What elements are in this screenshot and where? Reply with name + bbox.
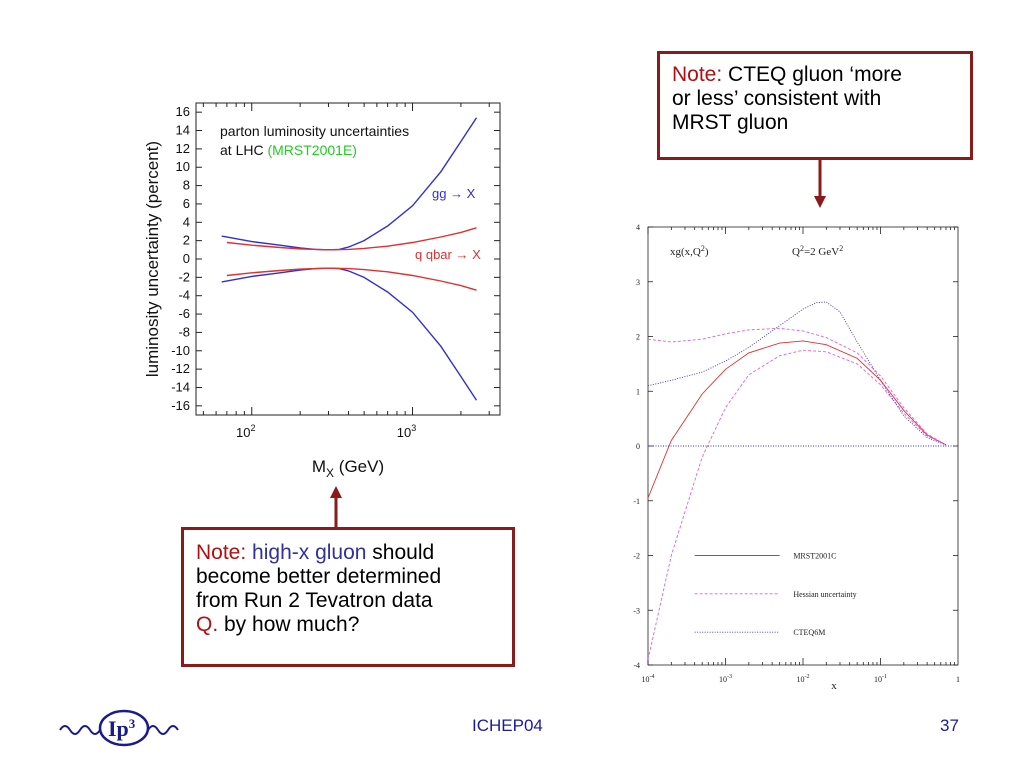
gluon-x-axis-label: x: [831, 680, 837, 692]
arrow-up: [330, 486, 342, 530]
gluon-title-right: Q2=2 GeV2: [792, 244, 843, 258]
luminosity-y-tick-label: -4: [178, 288, 190, 303]
logo-ellipse: [98, 709, 150, 747]
footer-conference: ICHEP04: [472, 716, 543, 735]
luminosity-series: [221, 117, 478, 401]
luminosity-series-1-upper: [226, 227, 477, 251]
luminosity-series-0-lower: [221, 267, 478, 401]
luminosity-y-tick-label: 16: [176, 104, 190, 119]
luminosity-y-tick-label: -14: [171, 379, 190, 394]
gluon-x-tick-label: 10-3: [719, 674, 732, 684]
luminosity-y-tick-label: 6: [183, 196, 190, 211]
luminosity-y-tick-label: 8: [183, 178, 190, 193]
gluon-y-tick-label: -3: [633, 606, 640, 615]
arrow-down: [814, 160, 826, 208]
ip3-logo: Ip3: [59, 709, 179, 747]
gluon-x-tick-label: 10-2: [797, 674, 810, 684]
gluon-y-tick-label: -4: [633, 661, 640, 670]
luminosity-y-tick-label: 14: [176, 123, 190, 138]
luminosity-x-tick-label: 102: [236, 423, 255, 440]
gluon-y-tick-label: 3: [636, 278, 640, 287]
gluon-y-tick-label: 1: [636, 387, 640, 396]
gg-annotation: gg → X: [432, 186, 476, 201]
luminosity-y-tick-label: -10: [171, 343, 190, 358]
luminosity-y-tick-label: -2: [178, 269, 190, 284]
gluon-legend-label: MRST2001C: [793, 552, 836, 561]
luminosity-y-ticks: 16 14 12 10 8 6 4 2 0 -2 -4 -6 -8 -10 -12 -14 -16: [171, 104, 500, 413]
luminosity-title-line1: parton luminosity uncertainties: [220, 123, 409, 139]
gluon-x-tick-label: 1: [956, 675, 960, 684]
gluon-series-3: [647, 301, 947, 446]
luminosity-y-tick-label: 0: [183, 251, 190, 266]
gluon-series-1: [647, 327, 947, 446]
qqbar-annotation: q qbar → X: [415, 247, 481, 262]
luminosity-x-tick-label: 103: [397, 423, 416, 440]
gluon-y-tick-label: 0: [636, 442, 640, 451]
note-bottom-line2: become better determined: [196, 565, 442, 588]
gluon-series-2: [647, 349, 947, 660]
gluon-y-tick-label: -1: [633, 497, 640, 506]
luminosity-x-axis-label: MX (GeV): [312, 457, 384, 480]
note-top-box: Note: CTEQ gluon ‘more or less’ consiste…: [657, 51, 973, 160]
gluon-series: [647, 301, 958, 660]
luminosity-y-tick-label: 2: [183, 233, 190, 248]
footer-page-number: 37: [940, 716, 959, 735]
luminosity-y-tick-label: -12: [171, 361, 190, 376]
luminosity-y-axis-label: luminosity uncertainty (percent): [143, 141, 162, 377]
note-top-line2: or less’ consistent with: [672, 87, 882, 110]
logo-wave-right-icon: [147, 725, 179, 735]
note-top-line1: Note: CTEQ gluon ‘more: [672, 63, 902, 86]
note-bottom-line3: from Run 2 Tevatron data: [196, 589, 433, 612]
gluon-series-0: [647, 340, 947, 499]
gluon-title-left: xg(x,Q2): [670, 244, 709, 258]
gluon-y-tick-label: 2: [636, 333, 640, 342]
gluon-legend: MRST2001C Hessian uncertainty CTEQ6M: [694, 552, 857, 637]
luminosity-x-ticks: 102 103: [202, 103, 490, 440]
luminosity-y-tick-label: -8: [178, 324, 190, 339]
luminosity-y-tick-label: -16: [171, 398, 190, 413]
gluon-y-tick-label: -2: [633, 552, 640, 561]
note-top-line3: MRST gluon: [672, 111, 789, 134]
luminosity-y-tick-label: 12: [176, 141, 190, 156]
gluon-x-tick-label: 10-4: [642, 674, 655, 684]
luminosity-title-line2: at LHC (MRST2001E): [220, 142, 357, 158]
luminosity-chart: 16 14 12 10 8 6 4 2 0 -2 -4 -6 -8 -10 -12 -14 -16 102 103…: [143, 102, 501, 480]
luminosity-series-0-upper: [221, 117, 478, 251]
note-bottom-line1: Note: high-x gluon should: [196, 541, 435, 564]
note-bottom-line4: Q. by how much?: [196, 613, 360, 636]
luminosity-y-tick-label: 10: [176, 159, 190, 174]
luminosity-series-1-lower: [226, 267, 477, 291]
note-bottom-box: Note: high-x gluon should become better …: [181, 527, 515, 667]
logo-text: Ip3: [108, 716, 136, 741]
logo-wave-left-icon: [59, 725, 101, 735]
gluon-x-ticks: 10-4 10-3 10-2 10-1 1: [642, 227, 960, 684]
gluon-x-tick-label: 10-1: [874, 674, 887, 684]
luminosity-y-tick-label: -6: [178, 306, 190, 321]
luminosity-y-tick-label: 4: [183, 214, 190, 229]
gluon-legend-label: CTEQ6M: [793, 628, 825, 637]
gluon-y-ticks: 4 3 2 1 0 -1 -2 -3 -4: [633, 223, 958, 670]
gluon-y-tick-label: 4: [636, 223, 640, 232]
gluon-legend-label: Hessian uncertainty: [793, 590, 856, 599]
